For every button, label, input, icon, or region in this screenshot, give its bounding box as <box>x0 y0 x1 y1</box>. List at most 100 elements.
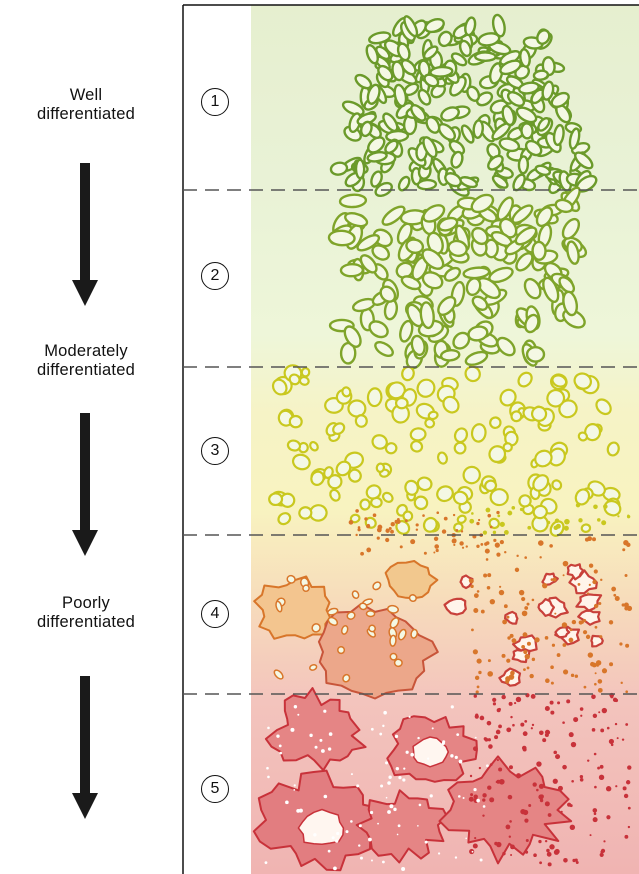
nucleus-dot <box>327 747 332 751</box>
grade-1-badge: 1 <box>201 88 229 116</box>
nucleus-dot <box>395 766 400 771</box>
grade-4-cell <box>302 584 310 593</box>
scatter-dot <box>592 537 597 542</box>
nucleus-dot <box>356 784 360 788</box>
scatter-dot <box>597 687 603 693</box>
scatter-dot <box>616 737 619 740</box>
scatter-dot <box>524 818 529 823</box>
scatter-dot <box>526 666 530 670</box>
scatter-dot <box>612 697 618 703</box>
scatter-dot <box>465 545 468 548</box>
grade-4-cell <box>273 669 284 680</box>
scatter-dot <box>620 681 623 685</box>
scatter-dot <box>586 592 590 595</box>
scatter-dot <box>453 543 456 547</box>
scatter-dot <box>556 653 561 657</box>
scatter-dot <box>530 727 533 730</box>
scatter-dot <box>609 662 614 667</box>
scatter-dot <box>555 754 561 760</box>
scatter-dot <box>488 744 493 749</box>
grade-2-cell <box>437 295 457 316</box>
scatter-dot <box>603 840 606 843</box>
scatter-dot <box>472 746 478 752</box>
grade-1-cell <box>440 106 460 122</box>
scatter-dot <box>492 530 497 535</box>
grade-4-cell <box>365 610 376 618</box>
scatter-dot <box>593 569 598 574</box>
scatter-dot <box>524 653 530 660</box>
grade-4-cell <box>393 658 403 668</box>
scatter-dot <box>579 707 584 711</box>
grade-3-cell <box>452 490 469 506</box>
scatter-dot <box>476 590 480 593</box>
scatter-dot <box>553 750 558 755</box>
scatter-dot <box>516 554 519 558</box>
scatter-dot <box>549 700 554 705</box>
scatter-dot <box>489 525 493 529</box>
nucleus-dot <box>331 836 335 840</box>
scatter-dot <box>511 506 516 510</box>
grade-1-cell <box>429 65 454 78</box>
scatter-dot <box>518 589 525 596</box>
grade-3-cell <box>442 395 460 414</box>
grade-1-cell <box>444 172 462 188</box>
grade-2-cell <box>471 226 489 246</box>
scatter-dot <box>478 518 481 522</box>
scatter-dot <box>506 615 510 619</box>
grade-1-cell <box>393 83 408 108</box>
grade-2-cell <box>524 313 540 334</box>
nucleus-dot <box>473 788 477 792</box>
scatter-dot <box>562 764 567 770</box>
scatter-dot <box>591 694 596 700</box>
grade-5-mass <box>355 789 449 864</box>
grade-1-cell <box>477 32 501 47</box>
scatter-dot <box>569 628 573 632</box>
scatter-dot <box>601 520 607 526</box>
scatter-dot <box>550 681 554 685</box>
grade-5-mass <box>264 687 367 772</box>
scatter-dot <box>482 793 487 798</box>
scatter-dot <box>473 794 478 799</box>
scatter-dot <box>550 710 555 715</box>
arrow-down-icon <box>72 676 98 819</box>
scatter-dot <box>499 585 502 588</box>
scatter-dot <box>498 589 505 596</box>
nucleus-dot <box>293 705 298 709</box>
scatter-dot <box>550 578 554 582</box>
scatter-dot <box>520 722 525 727</box>
scatter-dot <box>376 536 380 540</box>
nucleus-dot <box>410 752 414 757</box>
grade-4-cell <box>340 625 349 635</box>
scatter-dot <box>593 603 599 609</box>
scatter-dot <box>544 839 548 843</box>
scatter-dot <box>544 705 550 711</box>
scatter-dot <box>357 526 361 529</box>
nucleus-dot <box>359 856 363 860</box>
scatter-dot <box>507 510 513 516</box>
grade-1-cell <box>475 91 494 107</box>
scatter-dot <box>522 632 528 638</box>
scatter-dot <box>473 694 477 698</box>
scatter-dot <box>461 546 465 549</box>
scatter-dot <box>542 582 548 589</box>
scatter-dot <box>482 814 485 817</box>
grade-4-cluster <box>577 609 601 626</box>
nucleus-dot <box>408 715 411 718</box>
scatter-dot <box>600 578 603 582</box>
grade-3-cell <box>580 523 592 533</box>
grade-4-cell <box>410 628 418 639</box>
grade-3-cell <box>551 479 563 491</box>
scatter-dot <box>528 803 532 807</box>
scatter-dot <box>476 521 480 526</box>
grade-1-cell <box>487 154 504 171</box>
grade-2-cell <box>343 325 362 348</box>
scatter-dot <box>592 817 598 823</box>
grade-2-cell <box>399 319 414 343</box>
scatter-dot <box>485 507 491 513</box>
grade-3-cell <box>484 479 498 492</box>
scatter-dot <box>451 538 457 544</box>
nucleus-dot <box>397 824 401 828</box>
scatter-dot <box>552 778 558 784</box>
scatter-dot <box>546 851 552 857</box>
grade-1-cell <box>568 127 581 150</box>
